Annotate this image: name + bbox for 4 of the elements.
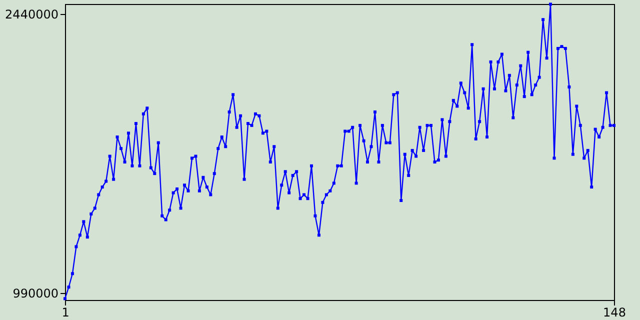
x-tick-label: 148 xyxy=(603,306,626,320)
x-tick-label: 1 xyxy=(62,306,70,320)
y-tick-label: 2440000 xyxy=(5,7,58,22)
y-tick-label: 990000 xyxy=(12,286,58,300)
